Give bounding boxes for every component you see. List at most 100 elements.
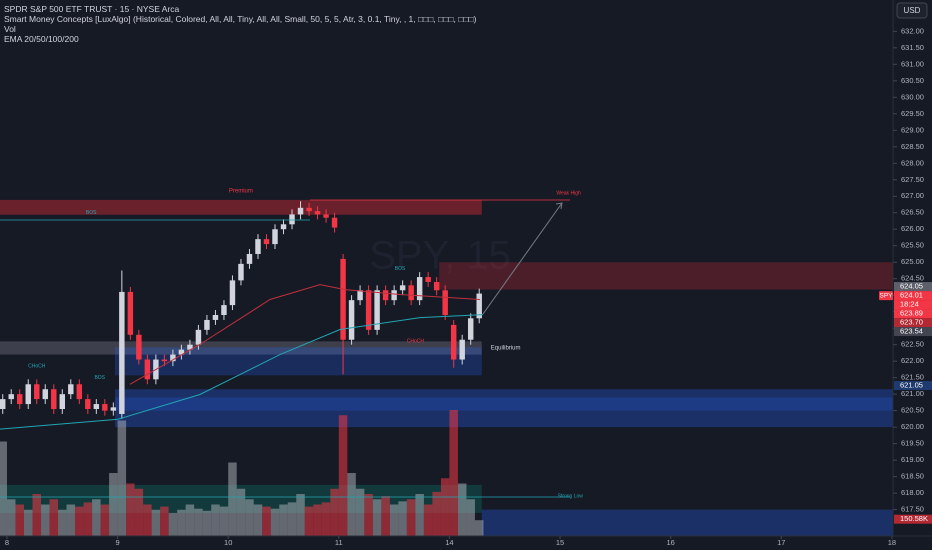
candle-body (416, 277, 423, 301)
candle-body (144, 359, 151, 380)
candle-body (365, 290, 372, 330)
candle-body (119, 291, 125, 414)
price-tag-label: 623.89 (900, 309, 923, 318)
price-tag-label: 624.01 (900, 291, 923, 300)
candle-body (187, 344, 193, 350)
volume-bar (449, 410, 458, 536)
candle-body (110, 407, 117, 411)
candle-body (17, 394, 23, 405)
candle-body (408, 285, 414, 301)
candle-body (34, 384, 40, 400)
y-tick-label: 630.50 (901, 76, 924, 85)
candle-body (102, 404, 108, 411)
volume-bar (6, 499, 16, 536)
volume-bar (474, 520, 484, 536)
price-tag-label: 623.70 (900, 318, 923, 327)
candle-body (467, 318, 474, 340)
volume-bar (415, 494, 424, 536)
annotation: Weak High (556, 190, 581, 196)
y-tick-label: 626.00 (901, 224, 924, 233)
currency-button[interactable] (896, 2, 928, 19)
y-tick-label: 619.00 (901, 455, 924, 464)
candle-body (442, 290, 448, 316)
currency-label[interactable]: USD (904, 6, 921, 15)
volume-bar (15, 504, 24, 536)
x-tick-label: 10 (224, 538, 232, 547)
price-tag (894, 291, 932, 301)
y-tick-label: 618.50 (901, 472, 924, 481)
volume-bar (23, 509, 33, 536)
x-tick-label: 14 (445, 538, 453, 547)
candle-body (8, 394, 14, 400)
annotation: BOS (395, 266, 406, 272)
volume-bar (143, 504, 152, 536)
candle-body (255, 239, 261, 254)
watermark: SPY, 15 (369, 234, 511, 278)
candle-body (178, 349, 185, 355)
price-tag (894, 381, 932, 391)
volume-bar (270, 508, 280, 536)
volume-bar (245, 499, 254, 536)
x-tick-label: 9 (116, 538, 120, 547)
y-tick-label: 625.50 (901, 241, 924, 250)
zone (115, 389, 893, 428)
candle-body (68, 384, 74, 395)
price-axis (893, 0, 932, 550)
volume-bar (406, 499, 416, 536)
candle-body (382, 290, 389, 301)
volume-bar (219, 506, 229, 536)
candle-body (331, 217, 338, 228)
price-tag-label: 18:24 (900, 300, 919, 309)
projection-line (482, 202, 563, 315)
volume-bar (313, 504, 322, 536)
y-tick-label: 620.50 (901, 406, 924, 415)
volume-bar (338, 415, 348, 536)
volume-bar (440, 478, 450, 536)
volume-bar (381, 496, 390, 536)
volume-bar (432, 491, 441, 536)
candle-body (136, 334, 142, 360)
ema-line (0, 314, 484, 430)
zone (115, 397, 893, 411)
volume-tag (894, 514, 932, 524)
volume-bar (32, 494, 42, 536)
volume-bar (194, 508, 203, 536)
x-tick-label: 11 (335, 538, 343, 547)
volume-bar (236, 488, 246, 536)
projection-arrow (555, 202, 563, 210)
annotation: BOS (86, 210, 97, 216)
volume-title: Vol (4, 24, 16, 34)
volume-bar (58, 509, 67, 536)
y-tick-label: 624.50 (901, 274, 924, 283)
candle-body (51, 389, 57, 410)
candle-body (238, 263, 244, 281)
candle-body (127, 291, 134, 335)
y-tick-label: 627.00 (901, 191, 924, 200)
candle-body (195, 329, 202, 345)
volume-bar (177, 509, 186, 536)
y-tick-label: 629.00 (901, 125, 924, 134)
volume-bar (75, 506, 84, 536)
candle-body (76, 384, 83, 400)
y-tick-label: 630.00 (901, 92, 924, 101)
x-tick-label: 15 (556, 538, 564, 547)
volume-bar (202, 510, 212, 536)
y-tick-label: 618.00 (901, 488, 924, 497)
volume-bar (423, 504, 433, 536)
symbol-tag (879, 291, 893, 301)
candle-body (306, 207, 312, 212)
x-tick-label: 18 (888, 538, 896, 547)
volume-bar (330, 488, 339, 536)
y-tick-label: 632.00 (901, 26, 924, 35)
annotation: BOS (94, 375, 105, 381)
ema-line (129, 284, 481, 385)
volume-bar (457, 483, 467, 536)
candle-body (170, 354, 176, 362)
symbol-title: SPDR S&P 500 ETF TRUST · 15 · NYSE Arca (4, 4, 180, 14)
price-tag (894, 318, 932, 328)
volume-bar (253, 504, 263, 536)
candle-body (0, 399, 6, 410)
price-tag-label: 621.05 (900, 381, 923, 390)
